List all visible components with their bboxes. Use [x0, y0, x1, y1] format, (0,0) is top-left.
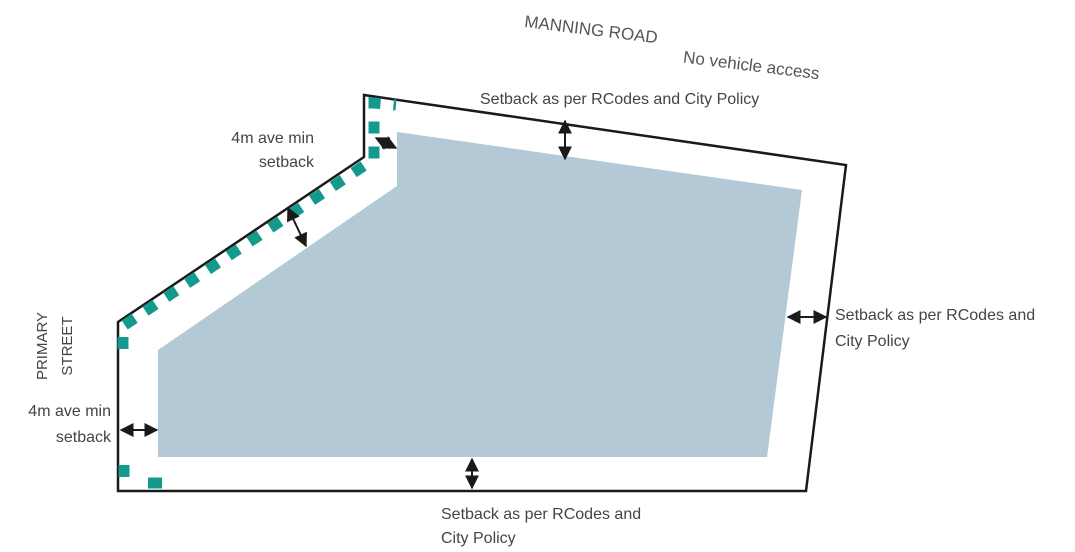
setback-bottom-label-line2: City Policy — [441, 530, 516, 547]
road-name-label: MANNING ROAD — [523, 12, 658, 47]
setback-left-label-line2: setback — [56, 429, 112, 446]
setback-top-label: Setback as per RCodes and City Policy — [480, 91, 759, 108]
setback-arrow-diagonal — [287, 206, 307, 248]
lot-boundary — [116, 93, 848, 493]
no-vehicle-access-label: No vehicle access — [682, 48, 820, 84]
setback-right-label-line1: Setback as per RCodes and — [835, 307, 1035, 324]
setback-diagonal-label-line1: 4m ave min — [231, 130, 314, 147]
setback-left-label-line1: 4m ave min — [28, 403, 111, 420]
setback-bottom-label-line1: Setback as per RCodes and — [441, 506, 641, 523]
building-envelope — [158, 132, 802, 457]
primary-street-label-line1: PRIMARY — [34, 312, 51, 380]
setback-arrow-corner — [374, 136, 398, 150]
setback-right-label-line2: City Policy — [835, 333, 910, 350]
primary-street-label-line2: STREET — [59, 316, 76, 375]
setback-diagonal-label-line2: setback — [259, 154, 315, 171]
